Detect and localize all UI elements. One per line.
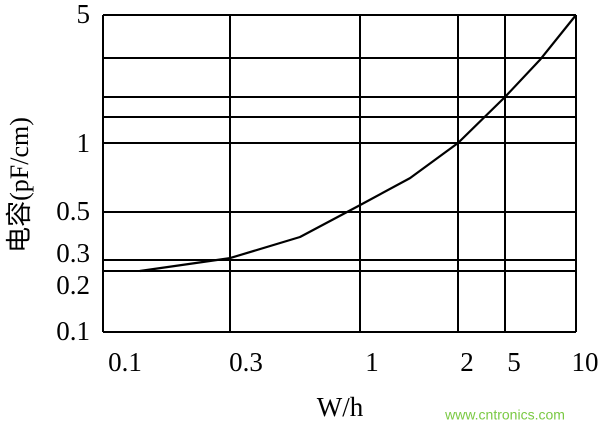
y-axis-title: 电容(pF/cm): [5, 117, 34, 253]
x-tick-label: 5: [507, 347, 521, 377]
watermark: www.cntronics.com: [444, 407, 565, 423]
y-tick-label: 0.5: [56, 196, 90, 226]
y-tick-label: 0.3: [56, 238, 90, 268]
y-tick-label: 0.2: [56, 270, 90, 300]
y-tick-label: 5: [77, 0, 91, 29]
y-tick-label: 0.1: [56, 316, 90, 346]
x-tick-label: 2: [460, 347, 474, 377]
x-tick-label: 10: [572, 347, 599, 377]
y-tick-label: 1: [77, 128, 91, 158]
x-tick-label: 1: [365, 347, 379, 377]
x-tick-label: 0.1: [108, 347, 142, 377]
x-tick-label: 0.3: [229, 347, 263, 377]
curve: [139, 14, 577, 273]
x-axis-title: W/h: [317, 392, 364, 422]
